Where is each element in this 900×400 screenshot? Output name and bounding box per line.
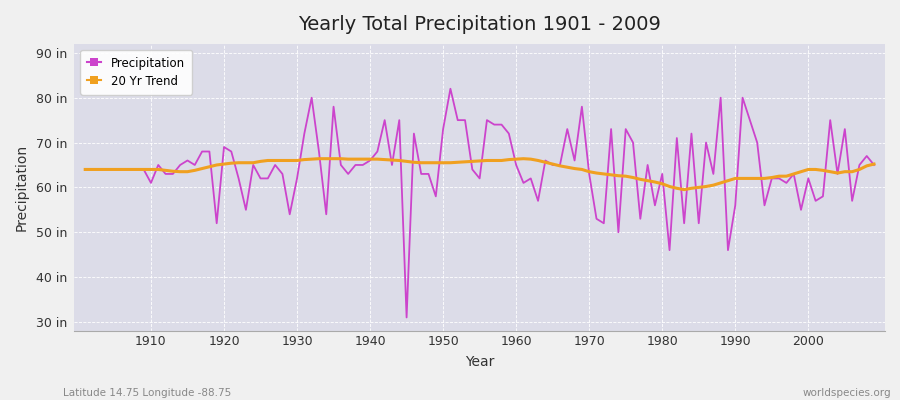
20 Yr Trend (606, 172, 616, 177)
20 Yr Trend (511, 157, 522, 162)
Y-axis label: Precipitation: Precipitation (15, 144, 29, 231)
20 Yr Trend (80, 167, 91, 172)
Legend: Precipitation, 20 Yr Trend: Precipitation, 20 Yr Trend (80, 50, 192, 95)
Precipitation (401, 315, 412, 320)
Precipitation (343, 172, 354, 176)
20 Yr Trend (518, 156, 529, 161)
20 Yr Trend (139, 167, 149, 172)
20 Yr Trend (299, 157, 310, 162)
Precipitation (526, 176, 536, 181)
20 Yr Trend (868, 162, 879, 166)
20 Yr Trend (350, 157, 361, 162)
Precipitation (445, 86, 455, 91)
Text: worldspecies.org: worldspecies.org (803, 388, 891, 398)
Precipitation (518, 180, 529, 185)
Text: Latitude 14.75 Longitude -88.75: Latitude 14.75 Longitude -88.75 (63, 388, 231, 398)
X-axis label: Year: Year (465, 355, 494, 369)
Precipitation (80, 167, 91, 172)
Title: Yearly Total Precipitation 1901 - 2009: Yearly Total Precipitation 1901 - 2009 (298, 15, 662, 34)
Precipitation (613, 230, 624, 235)
Line: Precipitation: Precipitation (86, 89, 874, 318)
Precipitation (139, 167, 149, 172)
Precipitation (299, 131, 310, 136)
20 Yr Trend (679, 187, 689, 192)
Line: 20 Yr Trend: 20 Yr Trend (86, 159, 874, 190)
Precipitation (868, 162, 879, 167)
20 Yr Trend (313, 156, 324, 161)
